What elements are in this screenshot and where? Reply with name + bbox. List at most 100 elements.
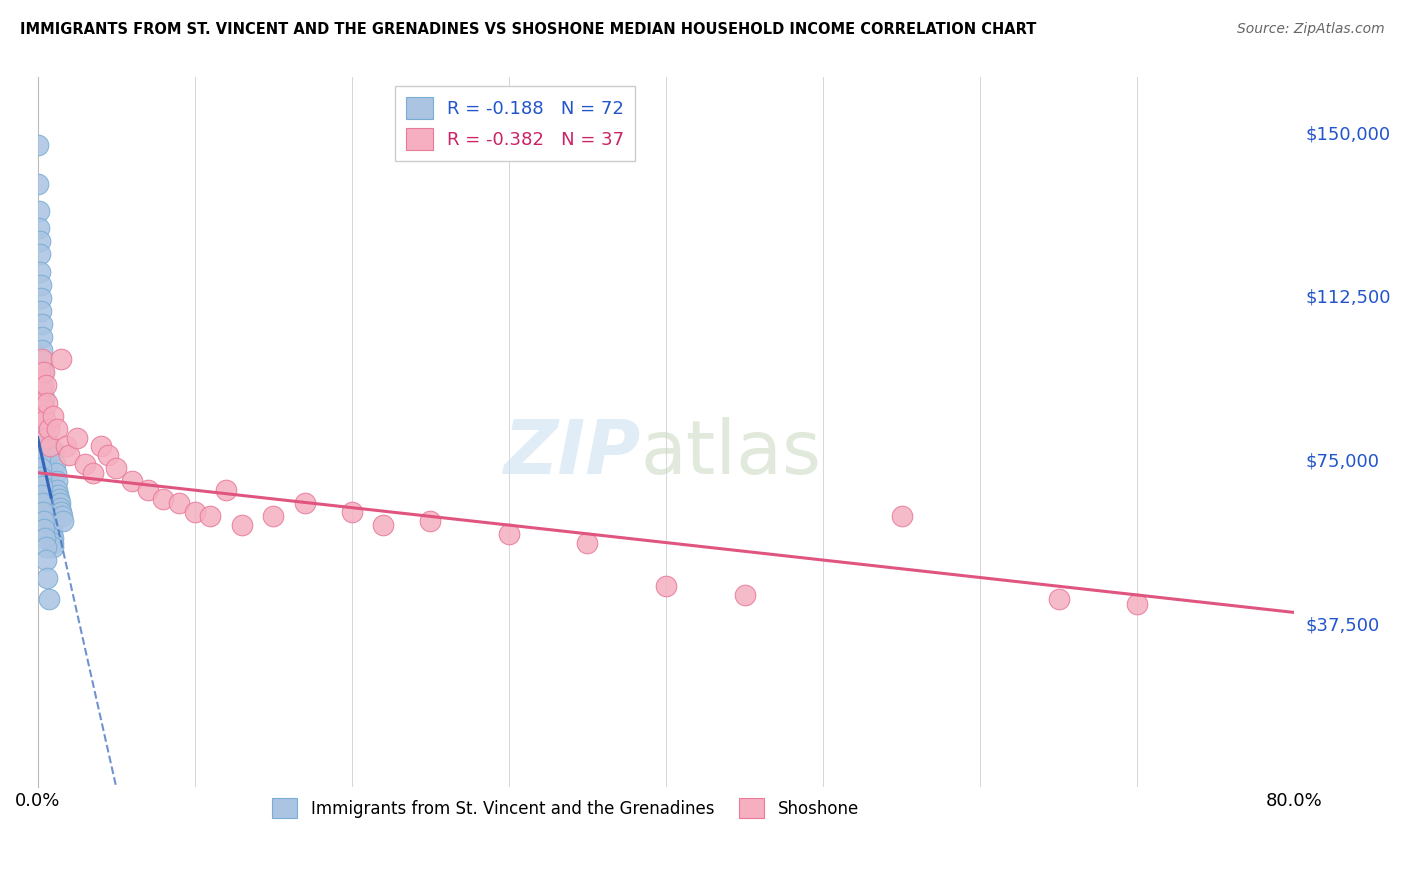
Legend: Immigrants from St. Vincent and the Grenadines, Shoshone: Immigrants from St. Vincent and the Gren… [266, 791, 865, 825]
Point [1047, 592, 1070, 607]
Point [32, 523, 55, 537]
Text: ZIP: ZIP [503, 417, 641, 490]
Point [32, 378, 55, 392]
Point [37, 472, 59, 486]
Point [38, 491, 60, 506]
Point [52, 514, 75, 528]
Point [38, 496, 60, 510]
Point [34, 540, 56, 554]
Point [39, 514, 62, 528]
Point [31, 354, 53, 368]
Point [41, 518, 63, 533]
Point [31, 396, 53, 410]
Point [38, 592, 60, 607]
Point [39, 440, 62, 454]
Point [31, 343, 53, 358]
Point [32, 400, 55, 414]
Point [35, 443, 58, 458]
Point [66, 431, 89, 445]
Point [42, 540, 65, 554]
Point [55, 440, 77, 454]
Point [30, 291, 52, 305]
Point [45, 422, 67, 436]
Point [34, 431, 56, 445]
Point [32, 392, 55, 406]
Point [48, 496, 70, 510]
Point [28, 365, 51, 379]
Point [42, 535, 65, 549]
Point [34, 413, 56, 427]
Point [35, 452, 58, 467]
Point [262, 509, 284, 524]
Point [32, 505, 55, 519]
Point [30, 304, 52, 318]
Point [27, 387, 49, 401]
Text: atlas: atlas [641, 417, 823, 490]
Point [49, 500, 72, 515]
Point [373, 518, 395, 533]
Point [73, 457, 96, 471]
Point [28, 440, 51, 454]
Point [37, 570, 59, 584]
Point [41, 531, 63, 545]
Point [32, 514, 55, 528]
Point [39, 500, 62, 515]
Point [30, 470, 52, 484]
Text: Source: ZipAtlas.com: Source: ZipAtlas.com [1237, 22, 1385, 37]
Point [32, 365, 55, 379]
Point [28, 452, 51, 467]
Point [890, 509, 912, 524]
Point [167, 496, 190, 510]
Point [498, 526, 520, 541]
Point [34, 531, 56, 545]
Point [38, 487, 60, 501]
Point [46, 487, 69, 501]
Point [576, 535, 599, 549]
Point [34, 417, 56, 432]
Point [37, 483, 59, 498]
Point [37, 396, 59, 410]
Point [121, 475, 143, 489]
Point [30, 277, 52, 292]
Text: IMMIGRANTS FROM ST. VINCENT AND THE GRENADINES VS SHOSHONE MEDIAN HOUSEHOLD INCO: IMMIGRANTS FROM ST. VINCENT AND THE GREN… [20, 22, 1036, 37]
Point [30, 461, 52, 475]
Point [152, 491, 174, 506]
Point [38, 422, 60, 436]
Point [51, 352, 73, 367]
Point [31, 352, 53, 367]
Point [44, 443, 66, 458]
Point [1126, 597, 1149, 611]
Point [31, 330, 53, 344]
Point [294, 496, 316, 510]
Point [655, 579, 678, 593]
Point [34, 426, 56, 441]
Point [31, 365, 53, 379]
Point [89, 440, 111, 454]
Point [35, 459, 58, 474]
Point [35, 378, 58, 392]
Point [44, 457, 66, 471]
Point [31, 479, 53, 493]
Point [82, 466, 104, 480]
Point [42, 409, 65, 423]
Point [41, 526, 63, 541]
Point [45, 475, 67, 489]
Point [27, 404, 49, 418]
Point [97, 448, 120, 462]
Point [27, 138, 49, 153]
Point [39, 509, 62, 524]
Point [105, 461, 128, 475]
Point [37, 479, 59, 493]
Point [734, 588, 756, 602]
Point [28, 234, 51, 248]
Point [32, 409, 55, 423]
Point [30, 383, 52, 397]
Point [231, 518, 253, 533]
Point [31, 496, 53, 510]
Point [27, 178, 49, 192]
Point [419, 514, 441, 528]
Point [37, 466, 59, 480]
Point [28, 221, 51, 235]
Point [184, 505, 207, 519]
Point [39, 505, 62, 519]
